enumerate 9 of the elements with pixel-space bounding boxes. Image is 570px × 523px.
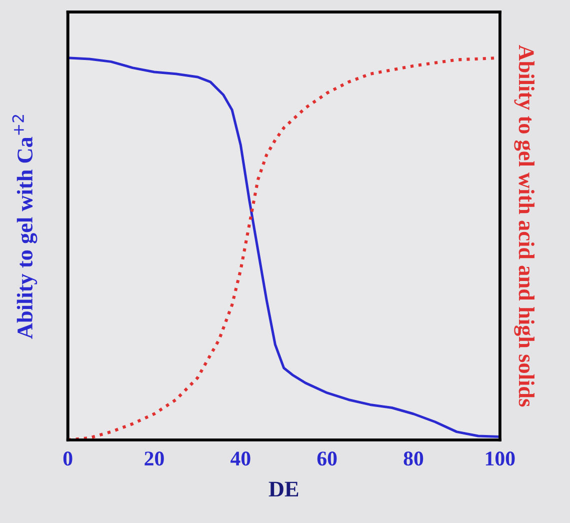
x-tick-label: 100 xyxy=(486,452,515,466)
x-axis-title: DE xyxy=(268,482,298,496)
y-axis-title: Ability to gel with Ca$^{+2}$ xyxy=(12,115,38,339)
x-tick-label: 40 xyxy=(230,452,250,466)
x-tick-label: 20 xyxy=(144,452,164,466)
x-tick-label: 80 xyxy=(404,452,424,466)
x-tick-label: 60 xyxy=(317,452,337,466)
y2-axis-title: Ability to gel with acid and high solids xyxy=(514,44,534,407)
x-tick-label: 0 xyxy=(63,452,72,466)
